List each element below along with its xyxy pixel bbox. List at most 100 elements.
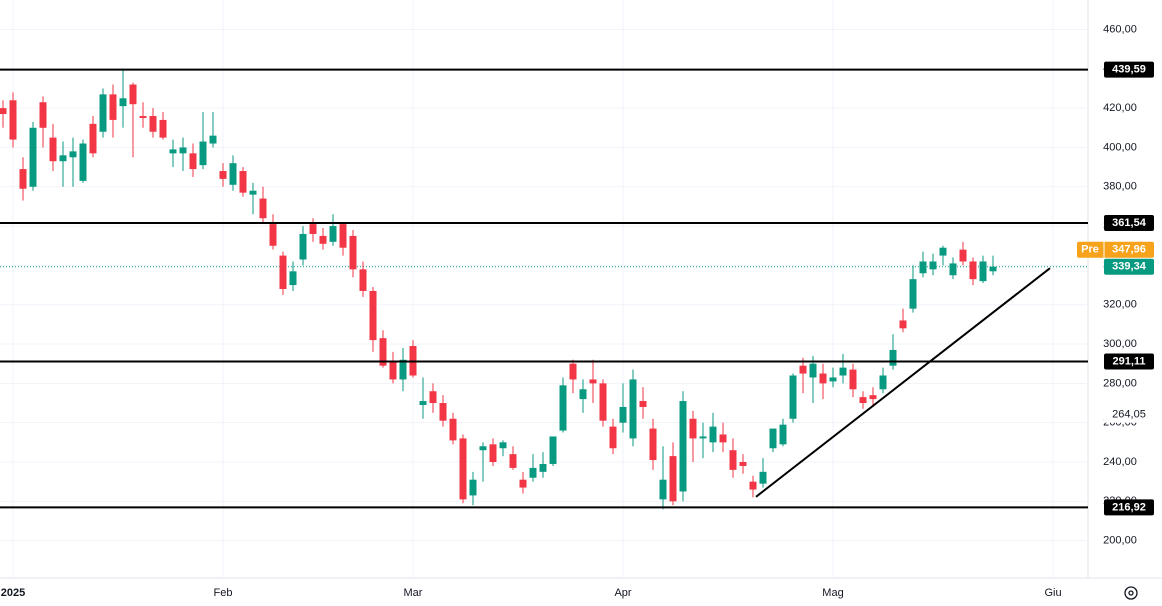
candle-body xyxy=(169,149,177,154)
candle-body xyxy=(729,450,737,470)
candle-body xyxy=(59,155,67,162)
premarket-label: 347,96 xyxy=(1112,244,1146,256)
candle-body xyxy=(219,171,227,179)
candle-body xyxy=(239,171,247,193)
candle-body xyxy=(89,123,97,154)
candle-body xyxy=(669,456,677,502)
candle-body xyxy=(399,359,407,380)
candle-body xyxy=(899,320,907,329)
y-tick-label: 400,00 xyxy=(1103,141,1137,153)
candle-body xyxy=(139,115,147,118)
marker-label: 264,05 xyxy=(1112,409,1146,421)
candle-body xyxy=(709,426,717,443)
candle-body xyxy=(79,143,87,181)
x-tick-label: Mag xyxy=(822,587,843,599)
candle-body xyxy=(969,261,977,280)
x-tick-label: Apr xyxy=(614,587,631,599)
y-tick-label: 420,00 xyxy=(1103,102,1137,114)
candle-body xyxy=(459,438,467,500)
candle-body xyxy=(919,261,927,274)
candle-body xyxy=(979,261,987,282)
candle-body xyxy=(489,444,497,463)
candle-body xyxy=(349,235,357,270)
candle-body xyxy=(439,403,447,421)
candle-body xyxy=(9,100,17,140)
settings-icon[interactable] xyxy=(1124,586,1138,600)
candle-body xyxy=(539,463,547,472)
candle-body xyxy=(629,379,637,439)
x-tick-label: Mar xyxy=(404,587,423,599)
level-tag xyxy=(1104,499,1154,516)
candle-body xyxy=(889,349,897,366)
candle-body xyxy=(319,235,327,244)
candle-body xyxy=(269,224,277,246)
candle-body xyxy=(389,361,397,380)
candle-body xyxy=(559,385,567,431)
candle-body xyxy=(19,169,27,189)
candle-body xyxy=(799,365,807,374)
candle-body xyxy=(779,424,787,445)
candle-body xyxy=(449,418,457,441)
level-label: 291,11 xyxy=(1112,355,1145,367)
candle-body xyxy=(119,98,127,107)
candle-body xyxy=(869,395,877,400)
candle-body xyxy=(589,379,597,384)
candle-body xyxy=(309,224,317,234)
candle-body xyxy=(619,406,627,423)
candle-body xyxy=(29,127,37,187)
candle-body xyxy=(329,226,337,242)
candle-body xyxy=(199,141,207,166)
candle-body xyxy=(879,375,887,390)
candle-body xyxy=(949,263,957,276)
candle-body xyxy=(279,255,287,289)
candle-body xyxy=(429,391,437,404)
candle-body xyxy=(69,151,77,158)
candle-body xyxy=(519,479,527,488)
level-label: 361,54 xyxy=(1112,217,1147,229)
candle-body xyxy=(369,290,377,341)
y-tick-label: 320,00 xyxy=(1103,299,1137,311)
candle-body xyxy=(689,418,697,439)
candle-body xyxy=(859,397,867,404)
candle-body xyxy=(829,377,837,382)
candle-body xyxy=(109,94,117,120)
candle-body xyxy=(809,363,817,378)
candle-body xyxy=(929,261,937,270)
candle-body xyxy=(659,479,667,500)
candle-body xyxy=(719,434,727,443)
candle-body xyxy=(839,367,847,376)
candle-body xyxy=(569,363,577,380)
marker-tag xyxy=(1104,406,1154,423)
candle-body xyxy=(549,436,557,464)
candle-body xyxy=(909,279,917,309)
candle-body xyxy=(759,471,767,484)
candle-body xyxy=(959,249,967,262)
candle-body xyxy=(149,115,157,132)
candle-body xyxy=(679,401,687,492)
candle-body xyxy=(479,446,487,451)
candle-body xyxy=(509,454,517,468)
candle-body xyxy=(639,401,647,407)
candle-body xyxy=(129,84,137,105)
level-tag xyxy=(1104,61,1154,78)
level-tag xyxy=(1104,353,1154,370)
candle-body xyxy=(249,190,257,195)
candle-body xyxy=(939,247,947,256)
candle-body xyxy=(289,271,297,286)
candle-body xyxy=(579,389,587,400)
candle-body xyxy=(99,94,107,132)
candle-body xyxy=(849,369,857,390)
last-price-label: 339,34 xyxy=(1112,261,1147,273)
x-tick-label: 2025 xyxy=(1,587,25,599)
candle-body xyxy=(379,338,387,366)
y-tick-label: 460,00 xyxy=(1103,23,1137,35)
last-price-tag xyxy=(1104,258,1154,275)
candle-body xyxy=(179,147,187,154)
candle-body xyxy=(469,479,477,496)
candle-body xyxy=(989,266,997,272)
candle-body xyxy=(189,153,197,170)
y-tick-label: 200,00 xyxy=(1103,535,1137,547)
candle-body xyxy=(0,108,7,115)
y-tick-label: 300,00 xyxy=(1103,338,1137,350)
